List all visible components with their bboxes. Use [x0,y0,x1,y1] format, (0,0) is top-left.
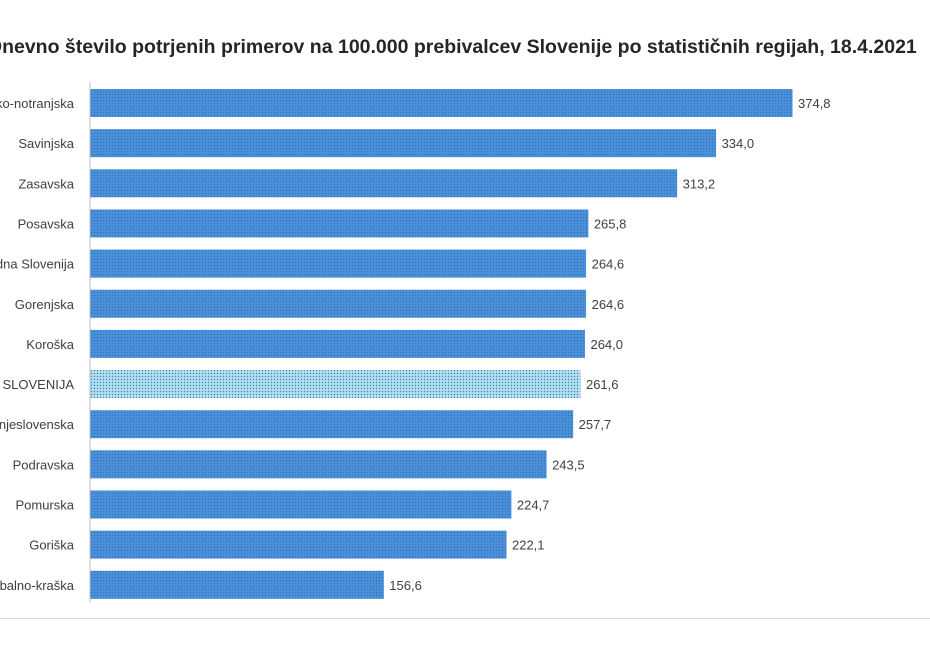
value-label: 264,6 [592,257,625,272]
chart-title: Dnevno število potrjenih primerov na 100… [0,36,917,58]
bar-9 [90,450,547,479]
category-label: Posavska [18,216,75,231]
value-label: 374,8 [798,96,831,111]
category-label: Jugovzhodna Slovenija [0,257,75,272]
value-label: 222,1 [512,538,545,553]
category-label: Obalno-kraška [0,578,75,593]
bar-12 [90,570,384,599]
value-label: 224,7 [517,498,550,513]
chart-border [0,618,930,619]
value-label: 264,6 [592,297,625,312]
category-label: Goriška [29,538,75,553]
category-label: Podravska [13,457,75,472]
category-label: Gorenjska [15,297,75,312]
bar-3 [90,209,589,238]
bar-11 [90,530,507,559]
plot-area: Primorsko-notranjska 374,8 Savinjska 334,0 Z… [0,82,831,603]
category-label: Zasavska [18,176,74,191]
bar-10 [90,490,512,519]
value-label: 243,5 [552,457,585,472]
bar-0 [90,89,793,117]
value-label: 261,6 [586,377,619,392]
category-label: Savinjska [18,136,74,151]
value-label: 265,8 [594,216,627,231]
value-label: 264,0 [590,337,623,352]
category-label: Primorsko-notranjska [0,96,75,111]
category-label: Pomurska [15,498,74,513]
bar-7 [90,370,581,399]
category-label: Osrednjeslovenska [0,417,75,432]
bar-8 [90,410,574,439]
category-label: Koroška [26,337,74,352]
bar-4 [90,249,587,278]
category-label: SLOVENIJA [2,377,74,392]
value-label: 334,0 [722,136,755,151]
value-label: 313,2 [683,176,716,191]
bar-2 [90,169,678,198]
bar-1 [90,129,717,158]
bar-5 [90,289,587,318]
value-label: 257,7 [579,417,612,432]
value-label: 156,6 [389,578,422,593]
bar-6 [90,329,585,358]
